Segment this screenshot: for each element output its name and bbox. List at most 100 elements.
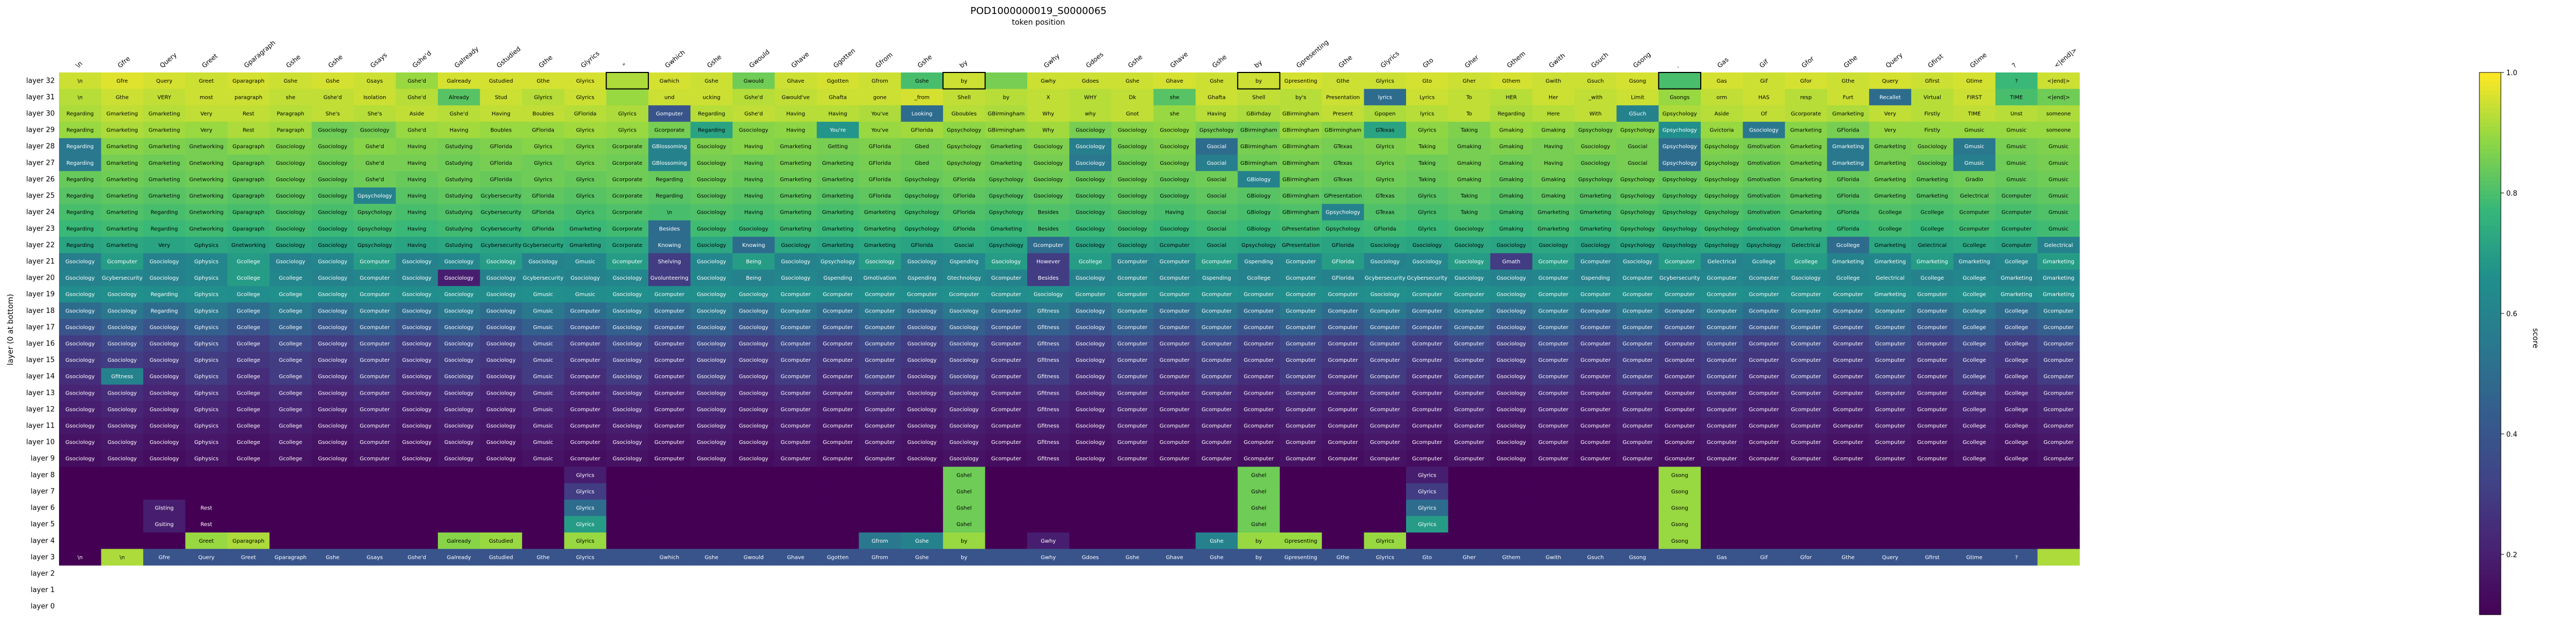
cell-label: Gthe <box>1336 78 1349 84</box>
cell-label: Gcomputer <box>1033 243 1064 249</box>
heatmap-cell <box>396 89 438 106</box>
heatmap-cell <box>1995 171 2038 188</box>
heatmap-cell <box>1743 121 1785 138</box>
cell-label: Already <box>449 94 469 100</box>
colorbar-segment <box>2479 72 2501 78</box>
heatmap-cell <box>522 105 565 122</box>
heatmap-cell <box>985 171 1028 188</box>
cell-label: Gphysics <box>194 424 218 429</box>
cell-label: Gsociology <box>613 456 642 462</box>
heatmap-cell <box>1532 72 1575 90</box>
cell-label: Gcomputer <box>1580 390 1611 396</box>
heatmap-cell <box>985 466 1028 484</box>
cell-label: GBirmingham <box>1240 128 1277 134</box>
heatmap-cell <box>733 155 775 172</box>
cell-label: Gmusic <box>1964 128 1984 134</box>
x-tick-label: by <box>1253 59 1263 69</box>
cell-label: Gcomputer <box>991 390 1022 396</box>
heatmap-cell <box>101 499 144 516</box>
cell-label: Her <box>1549 94 1559 100</box>
cell-label: Gsociology <box>1118 144 1147 150</box>
cell-label: Gsociology <box>65 424 95 429</box>
x-tick-label: Gshe <box>284 53 302 69</box>
cell-label: Gcomputer <box>1791 358 1821 363</box>
heatmap-cell <box>227 105 270 122</box>
cell-label: Query <box>1882 78 1898 84</box>
heatmap-cell <box>1827 466 1870 484</box>
cell-label: Gcomputer <box>1749 407 1780 413</box>
cell-label: Gshel <box>1251 472 1266 478</box>
cell-label: Gcomputer <box>570 440 601 446</box>
cell-label: <|end|> <box>2047 78 2070 84</box>
heatmap-cell <box>522 72 565 90</box>
heatmap-cell <box>437 516 480 533</box>
cell-label: Glyrics <box>576 210 594 216</box>
heatmap-cell <box>59 105 101 122</box>
colorbar-segment <box>2479 352 2501 358</box>
cell-label: Gsociology <box>360 128 390 134</box>
cell-label: Gsociology <box>908 358 937 363</box>
cell-label: Gcollege <box>279 308 303 314</box>
cell-label: Gwhich <box>660 555 679 560</box>
cell-label: GFlorida <box>532 210 554 216</box>
cell-label: GFlorida <box>1331 275 1354 281</box>
cell-label: Glyrics <box>534 177 552 183</box>
cell-label: Gcomputer <box>1075 292 1106 298</box>
heatmap-cell <box>227 89 270 106</box>
cell-label: Glyrics <box>576 161 594 166</box>
cell-label: Gcomputer <box>1833 424 1864 429</box>
cell-label: GFlorida <box>1837 210 1860 216</box>
cell-label: Gpsychology <box>1704 177 1739 183</box>
cell-label: Gsociology <box>107 440 137 446</box>
heatmap-cell <box>1743 483 1785 500</box>
heatmap-cell <box>1743 138 1785 155</box>
cell-label: Gcollege <box>237 259 260 265</box>
heatmap-cell <box>269 499 312 516</box>
cell-label: Gcomputer <box>1622 292 1653 298</box>
heatmap-cell <box>816 89 859 106</box>
cell-label: Gcollege <box>279 424 303 429</box>
cell-label: Gcomputer <box>654 424 685 429</box>
heatmap-cell <box>1743 72 1785 90</box>
heatmap-cell <box>269 171 312 188</box>
cell-label: Gcomputer <box>1412 358 1443 363</box>
colorbar-segment <box>2479 271 2501 276</box>
cell-label: Gcomputer <box>1117 292 1148 298</box>
heatmap-cell <box>1027 138 1070 155</box>
cell-label: Gdoes <box>1082 555 1099 560</box>
heatmap-cell <box>690 121 733 138</box>
cell-label: Gcollege <box>237 407 260 413</box>
cell-label: Gshe <box>705 555 718 560</box>
heatmap-cell <box>1532 466 1575 484</box>
cell-label: Gcomputer <box>865 407 896 413</box>
y-tick-label: layer 18 <box>26 307 55 315</box>
cell-label: Gsociology <box>444 341 474 347</box>
colorbar-segment <box>2479 262 2501 267</box>
cell-label: Gthe <box>1336 555 1349 560</box>
cell-label: Glyrics <box>1376 78 1394 84</box>
heatmap-cell <box>1701 499 1743 516</box>
cell-label: Gcomputer <box>1202 390 1232 396</box>
cell-label: TIME <box>2009 94 2023 100</box>
heatmap-cell <box>101 532 144 549</box>
cell-label: Gcomputer <box>865 424 896 429</box>
cell-label: Very <box>200 128 212 134</box>
cell-label: Gcomputer <box>1665 325 1695 331</box>
cell-label: WHY <box>1084 94 1097 100</box>
heatmap-cell <box>1111 138 1154 155</box>
cell-label: Gwhy <box>1041 538 1056 544</box>
heatmap-cell <box>648 72 691 90</box>
heatmap-cell <box>1448 72 1491 90</box>
heatmap-cell <box>690 187 733 205</box>
cell-label: Having <box>744 144 763 150</box>
cell-label: Gcomputer <box>1875 374 1906 380</box>
cell-label: Gmarketing <box>780 193 811 199</box>
cell-label: Gcomputer <box>1117 325 1148 331</box>
cell-label: Gsociology <box>318 374 348 380</box>
cell-label: GTexas <box>1334 144 1352 150</box>
cell-label: Gspending <box>950 259 979 265</box>
cell-label: Regarding <box>1498 111 1525 117</box>
heatmap-cell <box>690 532 733 549</box>
heatmap-cell <box>1911 171 1954 188</box>
cell-label: Gcomputer <box>2001 243 2032 249</box>
